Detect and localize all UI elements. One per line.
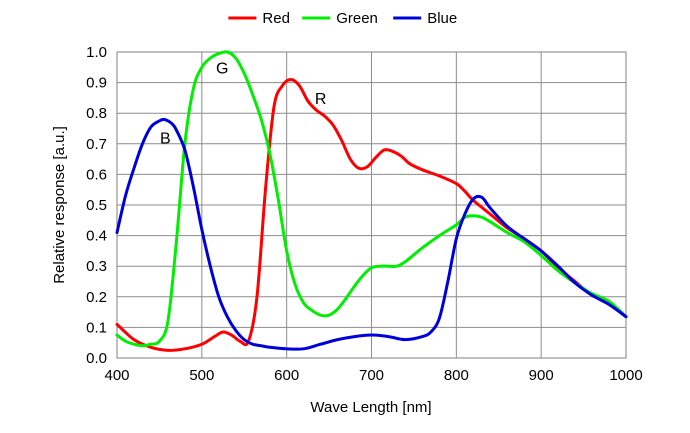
series-label-blue: B [160,131,171,148]
legend-label-blue: Blue [427,10,457,27]
y-tick-label: 1.0 [86,44,107,61]
y-tick-label: 0.5 [86,197,107,214]
x-tick-label: 400 [104,367,129,384]
x-tick-label: 500 [189,367,214,384]
y-tick-labels: 0.0 0.1 0.2 0.3 0.4 0.5 0.6 0.7 0.8 0.9 1.0 [86,44,107,367]
x-tick-label: 900 [529,367,554,384]
series-label-green: G [216,60,228,77]
y-tick-label: 0.3 [86,258,107,275]
x-tick-labels: 400 500 600 700 800 900 1000 [104,367,642,384]
legend: Red Green Blue [228,10,457,27]
y-tick-label: 0.1 [86,319,107,336]
grid-lines [117,52,626,358]
x-axis-title: Wave Length [nm] [310,399,431,416]
x-tick-label: 700 [359,367,384,384]
series-line-red [115,78,628,352]
y-tick-label: 0.0 [86,350,107,367]
x-tick-label: 1000 [609,367,642,384]
series-labels: R G B [160,60,326,147]
y-tick-label: 0.6 [86,166,107,183]
y-tick-label: 0.8 [86,105,107,122]
series-lines [115,50,628,352]
series-line-green [115,50,628,348]
y-tick-label: 0.2 [86,289,107,306]
legend-label-green: Green [336,10,378,27]
x-tick-label: 600 [274,367,299,384]
legend-label-red: Red [262,10,290,27]
y-tick-label: 0.4 [86,228,107,245]
series-label-red: R [315,91,327,108]
legend-item-red: Red [228,10,290,27]
y-axis-title: Relative response [a.u.] [51,126,68,284]
series-line-blue [115,117,628,351]
y-tick-label: 0.7 [86,136,107,153]
legend-item-green: Green [302,10,378,27]
x-tick-label: 800 [444,367,469,384]
y-tick-label: 0.9 [86,75,107,92]
legend-item-blue: Blue [393,10,457,27]
